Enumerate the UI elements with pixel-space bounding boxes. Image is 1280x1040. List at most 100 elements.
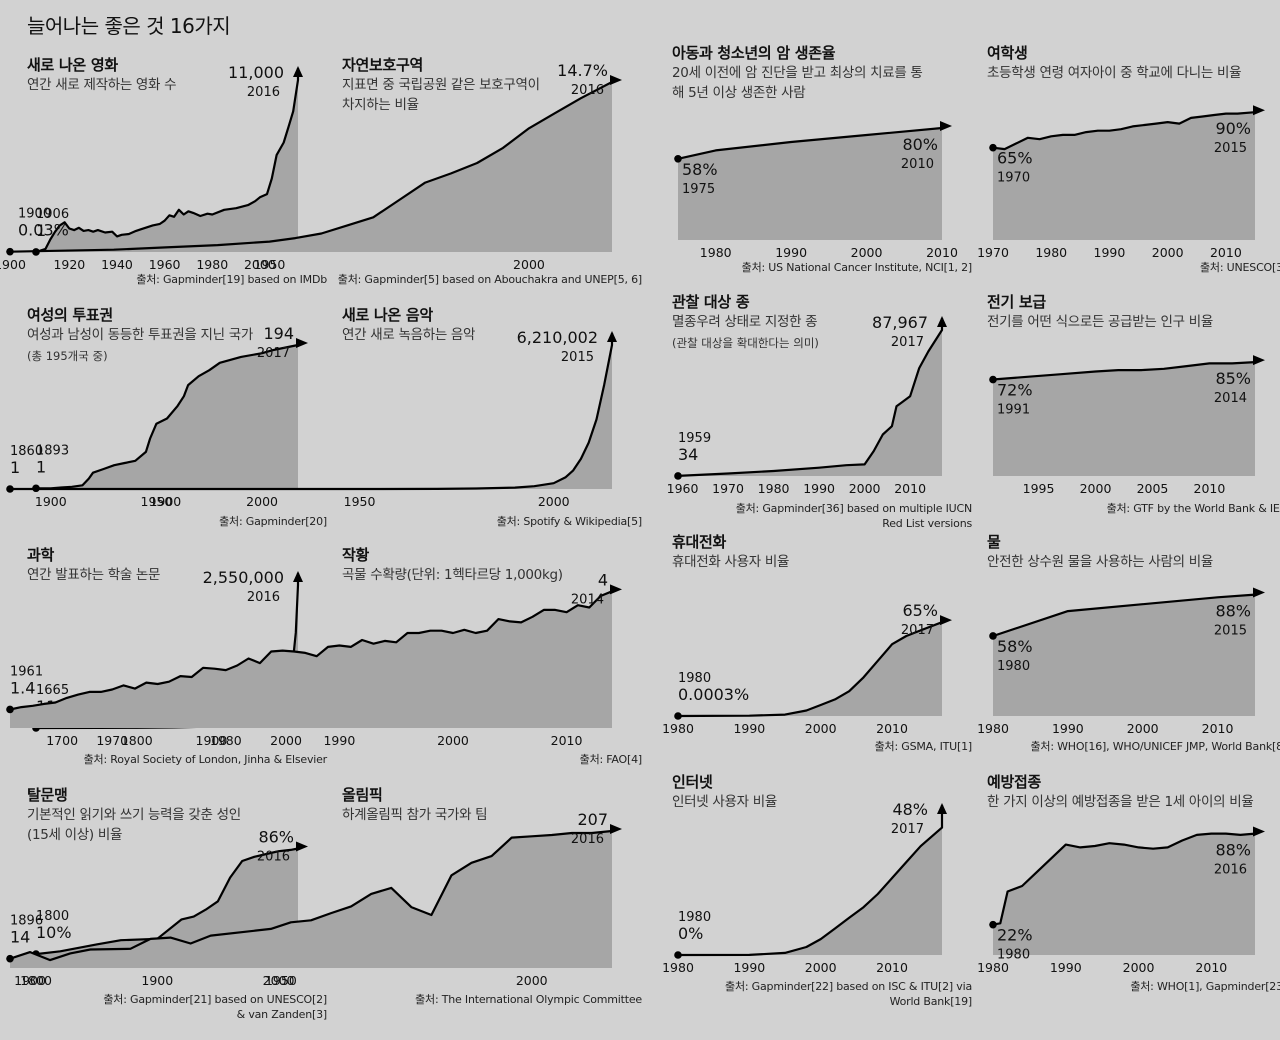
chart-subtitle: 연간 새로 제작하는 영화 수 bbox=[27, 77, 177, 93]
chart-title: 작황 bbox=[342, 546, 370, 564]
source-line: 출처: Gapminder[22] based on ISC & ITU[2] … bbox=[725, 980, 972, 993]
end-value-label: 90% bbox=[1215, 119, 1251, 138]
end-value-label: 4 bbox=[598, 570, 608, 589]
end-value-label: 85% bbox=[1215, 369, 1251, 388]
arrow-head bbox=[610, 75, 622, 85]
start-value-label: 0.0003% bbox=[678, 685, 749, 704]
area-fill bbox=[36, 345, 298, 489]
chart-subtitle: 한 가지 이상의 예방접종을 받은 1세 아이의 비율 bbox=[987, 794, 1254, 810]
start-value-label: 72% bbox=[997, 381, 1033, 400]
chart-title: 탈문맹 bbox=[27, 786, 68, 804]
chart-panel-electricity: 전기 보급 전기를 어떤 식으로든 공급받는 인구 비율 출처: GTF by th… bbox=[987, 291, 1280, 523]
x-tick-label: 1990 bbox=[803, 481, 835, 496]
chart-title: 여학생 bbox=[987, 44, 1028, 62]
start-dot bbox=[989, 632, 997, 640]
x-tick-label: 2010 bbox=[1195, 960, 1227, 975]
chart-subtitle: 기본적인 읽기와 쓰기 능력을 갖춘 성인 bbox=[27, 807, 241, 823]
x-tick-label: 1990 bbox=[323, 733, 355, 748]
x-tick-label: 2000 bbox=[246, 494, 278, 509]
start-year-label: 1959 bbox=[678, 431, 711, 446]
chart-title: 새로 나온 음악 bbox=[342, 306, 433, 324]
end-year-label: 2016 bbox=[571, 832, 604, 847]
x-tick-label: 1980 bbox=[210, 733, 242, 748]
chart-subtitle: 인터넷 사용자 비율 bbox=[672, 794, 777, 810]
series-line bbox=[9, 828, 617, 962]
start-value-label: 14 bbox=[10, 928, 30, 947]
series-line bbox=[677, 318, 944, 477]
x-tick-label: 1950 bbox=[141, 494, 173, 509]
chart-panel-girls_school: 여학생 초등학생 연령 여자아이 중 학교에 다니는 비율 출처: UNESCO[3… bbox=[977, 42, 1280, 274]
chart-source: 출처: Gapminder[19] based on IMDb bbox=[136, 272, 327, 287]
start-value-label: 58% bbox=[997, 637, 1033, 656]
x-tick-label: 1980 bbox=[977, 721, 1009, 736]
arrow-head bbox=[296, 841, 308, 852]
area-fill bbox=[678, 128, 942, 240]
chart-subtitle: 휴대전화 사용자 비율 bbox=[672, 554, 790, 570]
x-tick-label: 1990 bbox=[1052, 721, 1084, 736]
chart-title: 휴대전화 bbox=[672, 533, 727, 551]
end-year-label: 2010 bbox=[901, 157, 934, 172]
x-tick-label: 2000 bbox=[437, 733, 469, 748]
chart-source: 출처: FAO[4] bbox=[580, 752, 643, 767]
area-fill bbox=[678, 622, 942, 716]
chart-subtitle: 전기를 어떤 식으로든 공급받는 인구 비율 bbox=[987, 314, 1213, 330]
x-tick-label: 2010 bbox=[551, 733, 583, 748]
series-line bbox=[677, 619, 947, 718]
x-tick-label: 1990 bbox=[775, 245, 807, 260]
series-line bbox=[35, 845, 303, 956]
start-dot bbox=[6, 485, 14, 493]
x-tick-label: 1900 bbox=[141, 973, 173, 988]
start-year-label: 1906 bbox=[36, 207, 69, 222]
end-value-label: 65% bbox=[902, 601, 938, 620]
end-year-label: 2016 bbox=[571, 83, 604, 98]
chart-source: 출처: GSMA, ITU[1] bbox=[874, 739, 973, 754]
arrow-head bbox=[937, 316, 947, 327]
end-year-label: 2015 bbox=[1214, 141, 1247, 156]
arrow-head bbox=[940, 121, 952, 131]
x-tick-label: 1990 bbox=[1050, 960, 1082, 975]
x-tick-label: 2000 bbox=[516, 973, 548, 988]
x-tick-label: 2000 bbox=[244, 257, 276, 272]
chart-title: 올림픽 bbox=[342, 786, 383, 804]
x-tick-label: 1900 bbox=[35, 494, 67, 509]
arrow-head bbox=[293, 571, 303, 582]
x-tick-label: 1980 bbox=[977, 960, 1009, 975]
end-value-label: 207 bbox=[577, 810, 608, 829]
source-line: 출처: GSMA, ITU[1] bbox=[874, 740, 973, 753]
start-year-label: 1991 bbox=[997, 403, 1030, 418]
source-line: 출처: Gapminder[20] bbox=[219, 515, 327, 528]
chart-subtitle: 곡물 수확량(단위: 1헥타르당 1,000kg) bbox=[342, 567, 563, 583]
area-fill bbox=[993, 362, 1255, 476]
series-line bbox=[35, 68, 300, 254]
start-value-label: 1 bbox=[36, 457, 46, 476]
series-line bbox=[36, 342, 303, 490]
source-line: & van Zanden[3] bbox=[236, 1008, 328, 1021]
end-value-label: 87,967 bbox=[872, 313, 928, 332]
chart-source: 출처: Gapminder[21] based on UNESCO[2] & va… bbox=[103, 992, 327, 1022]
source-line: 출처: Gapminder[19] based on IMDb bbox=[136, 273, 327, 286]
chart-source: 출처: The International Olympic Committee bbox=[415, 992, 642, 1007]
source-line: 출처: Gapminder[5] based on Abouchakra and… bbox=[337, 273, 642, 286]
chart-source: 출처: Gapminder[22] based on ISC & ITU[2] … bbox=[725, 979, 972, 1009]
end-value-label: 11,000 bbox=[228, 63, 284, 82]
start-dot bbox=[674, 951, 682, 959]
start-value-label: 1.4 bbox=[10, 678, 35, 697]
end-year-label: 2016 bbox=[1214, 863, 1247, 878]
x-tick-label: 2000 bbox=[851, 245, 883, 260]
arrow-head bbox=[610, 584, 622, 595]
x-tick-label: 1950 bbox=[344, 494, 376, 509]
x-tick-label: 2010 bbox=[1194, 481, 1226, 496]
start-year-label: 1665 bbox=[36, 683, 69, 698]
chart-panel-music: 새로 나온 음악 연간 새로 녹음하는 음악 출처: Spotify & Wikip… bbox=[6, 304, 642, 536]
chart-subtitle: 지표면 중 국립공원 같은 보호구역이 bbox=[342, 77, 540, 93]
arrow-head bbox=[1253, 355, 1265, 366]
series-line bbox=[9, 588, 617, 711]
arrow-head bbox=[1253, 587, 1265, 598]
start-value-label: 1 bbox=[10, 458, 20, 477]
area-fill bbox=[10, 831, 612, 968]
source-line: 출처: WHO[16], WHO/UNICEF JMP, World Bank[… bbox=[1030, 740, 1280, 753]
